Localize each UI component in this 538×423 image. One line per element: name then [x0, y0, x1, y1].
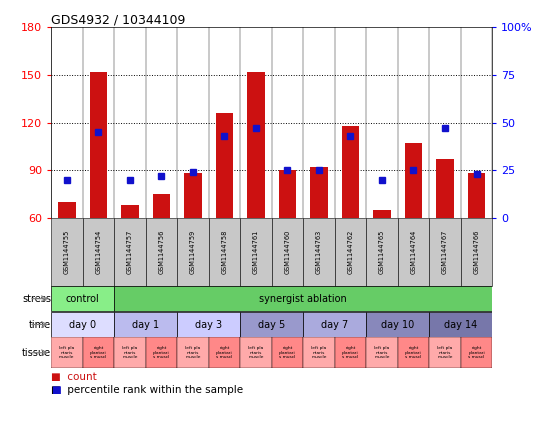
Bar	[90, 72, 107, 218]
Bar	[468, 173, 485, 218]
Text: left pla
ntaris
muscle: left pla ntaris muscle	[122, 346, 138, 359]
Text: GSM1144765: GSM1144765	[379, 230, 385, 274]
Text: ■: ■	[51, 385, 61, 395]
Text: right
plantari
s muscl: right plantari s muscl	[405, 346, 422, 359]
Text: GSM1144762: GSM1144762	[348, 230, 353, 274]
Bar	[405, 143, 422, 218]
Text: left pla
ntaris
muscle: left pla ntaris muscle	[185, 346, 201, 359]
Bar	[398, 338, 429, 368]
Bar	[209, 338, 240, 368]
Text: GSM1144755: GSM1144755	[64, 230, 70, 274]
Bar	[398, 218, 429, 286]
Text: day 3: day 3	[195, 319, 222, 330]
Bar	[429, 312, 492, 337]
Bar	[366, 338, 398, 368]
Text: right
plantari
s muscl: right plantari s muscl	[279, 346, 296, 359]
Bar	[240, 218, 272, 286]
Bar	[366, 312, 429, 337]
Bar	[114, 312, 177, 337]
Bar	[51, 338, 83, 368]
Bar	[335, 218, 366, 286]
Text: GSM1144759: GSM1144759	[190, 230, 196, 274]
Bar	[429, 218, 461, 286]
Bar	[114, 218, 146, 286]
Text: day 5: day 5	[258, 319, 285, 330]
Bar	[58, 202, 75, 218]
Bar	[373, 210, 391, 218]
Bar	[272, 218, 303, 286]
Bar	[335, 338, 366, 368]
Bar	[216, 113, 233, 218]
Bar	[342, 126, 359, 218]
Bar	[366, 218, 398, 286]
Text: GSM1144754: GSM1144754	[95, 230, 101, 274]
Bar	[461, 218, 492, 286]
Text: synergist ablation: synergist ablation	[259, 294, 347, 304]
Bar	[153, 194, 170, 218]
Bar	[83, 218, 114, 286]
Bar	[209, 218, 240, 286]
Bar	[121, 205, 139, 218]
Text: GDS4932 / 10344109: GDS4932 / 10344109	[51, 14, 186, 26]
Bar	[303, 338, 335, 368]
Bar	[114, 338, 146, 368]
Bar	[83, 338, 114, 368]
Bar	[279, 170, 296, 218]
Text: control: control	[66, 294, 100, 304]
Text: left pla
ntaris
muscle: left pla ntaris muscle	[59, 346, 75, 359]
Text: day 0: day 0	[69, 319, 96, 330]
Text: GSM1144763: GSM1144763	[316, 230, 322, 274]
Text: right
plantari
s muscl: right plantari s muscl	[90, 346, 107, 359]
Text: GSM1144766: GSM1144766	[473, 230, 479, 274]
Bar	[146, 218, 177, 286]
Text: GSM1144756: GSM1144756	[158, 230, 165, 274]
Bar	[177, 312, 240, 337]
Text: stress: stress	[22, 294, 51, 304]
Text: left pla
ntaris
muscle: left pla ntaris muscle	[374, 346, 390, 359]
Text: left pla
ntaris
muscle: left pla ntaris muscle	[248, 346, 264, 359]
Bar	[436, 159, 454, 218]
Bar	[146, 338, 177, 368]
Text: GSM1144758: GSM1144758	[222, 230, 228, 274]
Text: GSM1144761: GSM1144761	[253, 230, 259, 274]
Bar	[240, 338, 272, 368]
Text: ■  count: ■ count	[51, 372, 97, 382]
Text: right
plantari
s muscl: right plantari s muscl	[342, 346, 359, 359]
Bar	[51, 286, 114, 311]
Bar	[272, 338, 303, 368]
Text: GSM1144760: GSM1144760	[285, 230, 291, 274]
Text: left pla
ntaris
muscle: left pla ntaris muscle	[437, 346, 453, 359]
Text: tissue: tissue	[22, 348, 51, 358]
Text: right
plantari
s muscl: right plantari s muscl	[153, 346, 170, 359]
Bar	[310, 167, 328, 218]
Bar	[51, 312, 114, 337]
Bar	[184, 173, 202, 218]
Bar	[429, 338, 461, 368]
Bar	[177, 338, 209, 368]
Text: time: time	[29, 319, 51, 330]
Bar	[240, 312, 303, 337]
Text: GSM1144764: GSM1144764	[410, 230, 416, 274]
Text: GSM1144757: GSM1144757	[127, 230, 133, 274]
Text: ■  percentile rank within the sample: ■ percentile rank within the sample	[51, 385, 243, 395]
Text: right
plantari
s muscl: right plantari s muscl	[468, 346, 485, 359]
Text: day 1: day 1	[132, 319, 159, 330]
Bar	[461, 338, 492, 368]
Text: day 7: day 7	[321, 319, 348, 330]
Bar	[177, 218, 209, 286]
Text: day 14: day 14	[444, 319, 477, 330]
Bar	[303, 218, 335, 286]
Bar	[51, 218, 83, 286]
Bar	[303, 312, 366, 337]
Text: left pla
ntaris
muscle: left pla ntaris muscle	[311, 346, 327, 359]
Text: GSM1144767: GSM1144767	[442, 230, 448, 274]
Text: day 10: day 10	[381, 319, 414, 330]
Bar	[247, 72, 265, 218]
Text: right
plantari
s muscl: right plantari s muscl	[216, 346, 233, 359]
Bar	[114, 286, 492, 311]
